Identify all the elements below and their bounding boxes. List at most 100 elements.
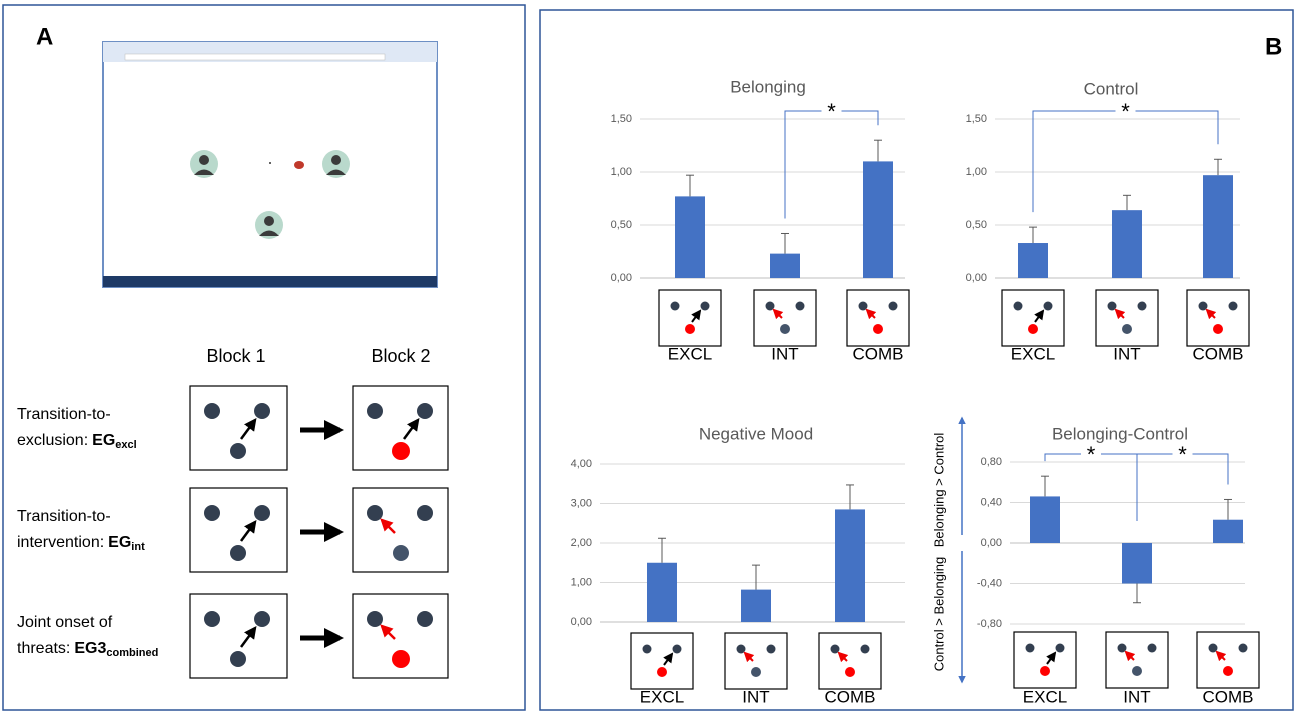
x-tick-label: INT (771, 344, 798, 363)
y-tick-label: 4,00 (571, 458, 592, 470)
arrow (837, 651, 849, 663)
y-tick-label: 0,00 (966, 272, 987, 284)
agent-dot (254, 611, 270, 627)
agent-dot (230, 443, 246, 459)
y-tick-label: 0,00 (611, 272, 632, 284)
arrow (1124, 650, 1136, 662)
x-tick-label: COMB (1193, 344, 1244, 363)
agent-dot (1208, 643, 1218, 653)
panel-label: B (1265, 33, 1282, 60)
agent-dot (230, 545, 246, 561)
condition-subscript: combined (106, 647, 158, 659)
x-tick-label: EXCL (1023, 687, 1067, 706)
x-tick-label: COMB (1203, 687, 1254, 706)
condition-icon (1196, 631, 1260, 689)
condition-label: intervention: EGint (17, 534, 145, 553)
y-tick-label: 1,50 (611, 113, 632, 125)
significance-bracket (784, 110, 879, 219)
bar (675, 196, 705, 278)
x-tick-label: INT (1113, 344, 1140, 363)
significance-bracket (1136, 453, 1229, 521)
screenshot (102, 41, 438, 288)
x-tick-label: COMB (853, 344, 904, 363)
x-tick-label: COMB (825, 687, 876, 706)
agent-dot (1040, 666, 1050, 676)
agent-dot (1043, 301, 1053, 311)
condition-icon (846, 289, 910, 347)
y-axis-label: Belonging > Control (931, 433, 946, 548)
y-tick-label: 1,50 (966, 113, 987, 125)
arrow (1114, 308, 1126, 320)
condition-icon (1105, 631, 1169, 689)
agent-dot (672, 644, 682, 654)
condition-code: EG3 (74, 640, 106, 657)
arrow (239, 417, 257, 440)
agent-dot (254, 505, 270, 521)
agent-dot (204, 403, 220, 419)
arrow (1034, 309, 1045, 323)
agent-dot (873, 324, 883, 334)
condition-icon (818, 632, 882, 690)
agent-dot (765, 301, 775, 311)
chart-title: Negative Mood (699, 424, 813, 443)
agent-dot (204, 505, 220, 521)
x-tick-label: EXCL (668, 344, 712, 363)
agent-dot (367, 403, 383, 419)
arrow (239, 519, 257, 542)
y-tick-label: 1,00 (966, 166, 987, 178)
arrow (380, 624, 396, 640)
bar (770, 253, 800, 278)
condition-icon (630, 632, 694, 690)
significance-label: * (1087, 442, 1096, 467)
agent-dot (1055, 643, 1065, 653)
agent-dot (1198, 301, 1208, 311)
y-tick-label: 0,00 (981, 537, 1002, 549)
agent-dot (1028, 324, 1038, 334)
bar (1203, 175, 1233, 278)
condition-label: threats: EG3combined (17, 640, 158, 659)
agent-dot (1132, 666, 1142, 676)
significance-label: * (1178, 442, 1187, 467)
panel-label: A (36, 23, 53, 50)
condition-label: Transition-to- (17, 508, 111, 525)
agent-dot (780, 324, 790, 334)
agent-dot (1137, 301, 1147, 311)
agent-dot (417, 505, 433, 521)
condition-label: Joint onset of (17, 614, 113, 631)
condition-subscript: int (131, 541, 145, 553)
y-axis-label: Control > Belonging (931, 557, 946, 672)
agent-dot (830, 644, 840, 654)
y-tick-label: 0,80 (981, 456, 1002, 468)
condition-icon (1095, 289, 1159, 347)
agent-dot (417, 611, 433, 627)
y-tick-label: 0,50 (966, 219, 987, 231)
agent-dot (1223, 666, 1233, 676)
chart-title: Belonging-Control (1052, 424, 1188, 443)
condition-icon (1013, 631, 1077, 689)
y-tick-label: -0,40 (977, 577, 1002, 589)
agent-dot (858, 301, 868, 311)
condition-code: EG (92, 432, 115, 449)
arrow (402, 417, 420, 440)
agent-dot (670, 301, 680, 311)
agent-dot (1122, 324, 1132, 334)
y-tick-label: 3,00 (571, 497, 592, 509)
bar (647, 562, 677, 622)
condition-label: intervention: (17, 534, 104, 551)
agent-dot (1117, 643, 1127, 653)
agent-dot (1013, 301, 1023, 311)
condition-label: threats: (17, 640, 70, 657)
condition-label: Transition-to- (17, 406, 111, 423)
y-tick-label: 1,00 (571, 576, 592, 588)
arrow (239, 625, 257, 648)
significance-bracket (1032, 110, 1219, 213)
condition-code: EG (108, 534, 131, 551)
agent-dot (367, 505, 383, 521)
bar (1112, 210, 1142, 278)
agent-dot (685, 324, 695, 334)
agent-dot (1107, 301, 1117, 311)
x-tick-label: EXCL (1011, 344, 1055, 363)
agent-dot (392, 442, 410, 460)
y-tick-label: 1,00 (611, 166, 632, 178)
